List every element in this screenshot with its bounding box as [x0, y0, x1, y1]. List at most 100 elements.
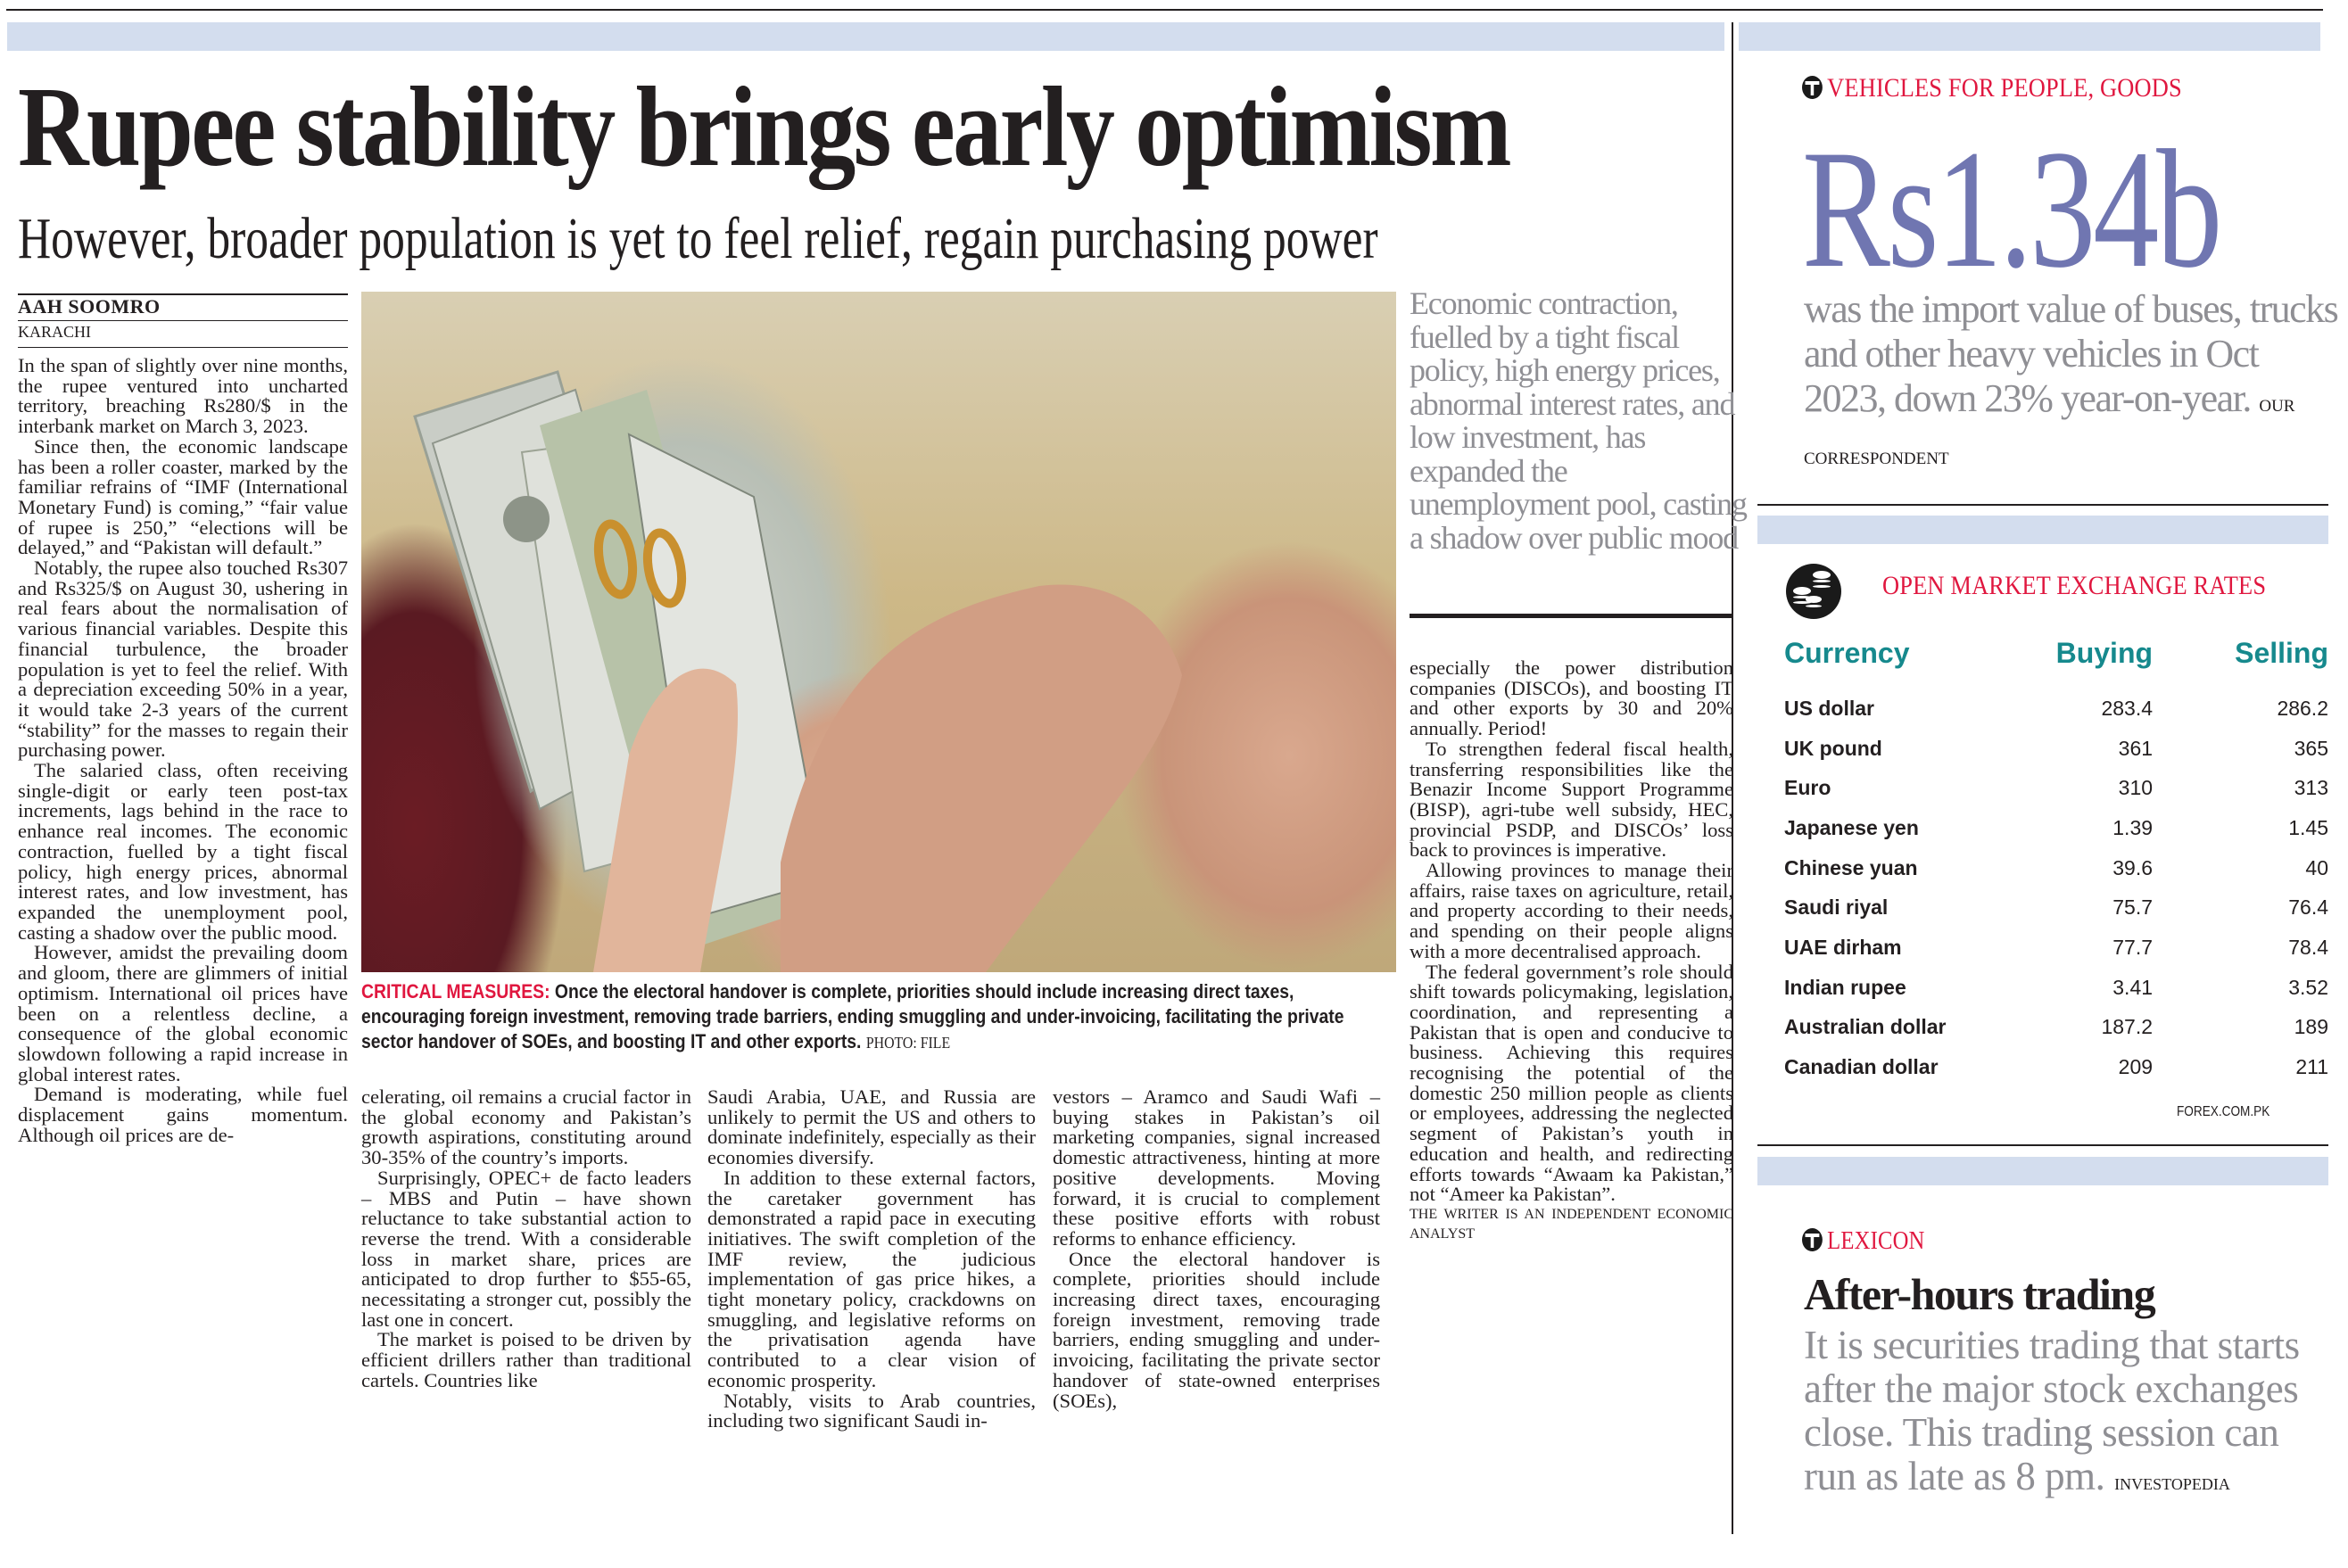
table-row: UK pound 361 365 — [1784, 729, 2328, 769]
paragraph: Demand is moderating, while fuel displac… — [18, 1083, 348, 1146]
currency-name: Australian dollar — [1784, 1015, 1947, 1039]
coins-icon — [1786, 564, 1841, 619]
currency-name: Canadian dollar — [1784, 1055, 1939, 1079]
caption-text: Once the electoral handover is complete,… — [361, 980, 1344, 1052]
buying-rate: 39.6 — [2112, 855, 2154, 879]
top-rule — [6, 9, 2323, 11]
buying-rate: 310 — [2118, 776, 2154, 800]
currency-name: US dollar — [1784, 696, 1874, 720]
tribune-logo-icon — [1802, 76, 1823, 99]
header-currency: Currency — [1784, 636, 1910, 669]
paragraph: The federal government’s role should shi… — [1410, 960, 1733, 1206]
table-row: Indian rupee 3.41 3.52 — [1784, 968, 2328, 1008]
buying-rate: 361 — [2118, 736, 2154, 760]
header-selling: Selling — [2235, 636, 2328, 669]
selling-rate: 365 — [2294, 736, 2328, 760]
tribune-logo-icon — [1802, 1228, 1823, 1251]
buying-rate: 3.41 — [2112, 975, 2154, 999]
currency-name: UAE dirham — [1784, 935, 1902, 959]
selling-rate: 78.4 — [2288, 935, 2328, 959]
table-row: Japanese yen 1.39 1.45 — [1784, 808, 2328, 848]
selling-rate: 3.52 — [2288, 975, 2328, 999]
pull-quote-rule — [1410, 614, 1733, 618]
article-column-3: Saudi Arabia, UAE, and Russia are unlike… — [707, 1085, 1036, 1432]
paragraph: Surprisingly, OPEC+ de facto leaders – M… — [361, 1166, 691, 1331]
stat-kicker: VEHICLES FOR PEOPLE, GOODS — [1802, 73, 2182, 103]
buying-rate: 75.7 — [2112, 895, 2154, 920]
byline-rule-bottom — [18, 347, 348, 348]
selling-rate: 313 — [2294, 776, 2328, 800]
buying-rate: 1.39 — [2112, 815, 2154, 839]
buying-rate: 283.4 — [2101, 696, 2154, 720]
header-band-sidebar — [1739, 22, 2320, 51]
exchange-source: FOREX.COM.PK — [2177, 1104, 2270, 1119]
table-header-row: Currency Buying Selling — [1784, 635, 2328, 689]
paragraph: The market is poised to be driven by eff… — [361, 1328, 691, 1391]
buying-rate: 187.2 — [2101, 1015, 2154, 1039]
lexicon-kicker-label: LEXICON — [1827, 1227, 1925, 1255]
lexicon-term: After-hours trading — [1804, 1269, 2156, 1319]
currency-name: Saudi riyal — [1784, 895, 1889, 920]
sidebar-band-2 — [1757, 1157, 2328, 1185]
table-row: UAE dirham 77.7 78.4 — [1784, 928, 2328, 968]
header-band-main — [7, 22, 1724, 51]
paragraph: Saudi Arabia, UAE, and Russia are unlike… — [707, 1085, 1036, 1169]
headline: Rupee stability brings early optimism — [18, 63, 1512, 190]
selling-rate: 1.45 — [2288, 815, 2328, 839]
stat-description: was the import value of buses, trucks an… — [1804, 287, 2339, 482]
selling-rate: 40 — [2305, 855, 2328, 879]
selling-rate: 76.4 — [2288, 895, 2328, 920]
sidebar-rule-2 — [1757, 1144, 2328, 1146]
table-row: Saudi riyal 75.7 76.4 — [1784, 887, 2328, 928]
paragraph: especially the power distribution compan… — [1410, 656, 1733, 740]
dateline: KARACHI — [18, 323, 92, 341]
paragraph: Once the electoral handover is complete,… — [1053, 1247, 1380, 1412]
article-photo — [361, 292, 1396, 972]
table-row: Euro 310 313 — [1784, 768, 2328, 808]
byline-rule-mid — [18, 320, 348, 321]
sidebar-band-1 — [1757, 516, 2328, 544]
paragraph: Notably, visits to Arab countries, inclu… — [707, 1389, 1036, 1432]
exchange-title: OPEN MARKET EXCHANGE RATES — [1882, 571, 2267, 600]
table-row: US dollar 283.4 286.2 — [1784, 689, 2328, 729]
table-row: Chinese yuan 39.6 40 — [1784, 848, 2328, 888]
byline-rule-top — [18, 293, 348, 295]
pull-quote: Economic contraction, fuelled by a tight… — [1410, 285, 1748, 556]
currency-name: Indian rupee — [1784, 975, 1906, 999]
stat-text: was the import value of buses, trucks an… — [1804, 287, 2339, 420]
paragraph: In addition to these external factors, t… — [707, 1166, 1036, 1391]
photo-credit: PHOTO: FILE — [865, 1034, 951, 1052]
article-column-4: vestors – Aramco and Saudi Wafi – buying… — [1053, 1085, 1380, 1412]
lexicon-definition-text: It is securities trading that starts aft… — [1804, 1323, 2300, 1498]
byline: AAH SOOMRO — [18, 295, 161, 318]
column-divider — [1732, 22, 1733, 1534]
sidebar-rule-1 — [1757, 504, 2328, 506]
paragraph: Notably, the rupee also touched Rs307 an… — [18, 557, 348, 762]
stat-value: Rs1.34b — [1802, 116, 2222, 303]
currency-name: Japanese yen — [1784, 815, 1919, 839]
selling-rate: 211 — [2295, 1055, 2328, 1079]
currency-name: UK pound — [1784, 736, 1882, 760]
article-column-2: celerating, oil remains a crucial factor… — [361, 1085, 691, 1391]
paragraph: celerating, oil remains a crucial factor… — [361, 1085, 691, 1169]
stat-kicker-label: VEHICLES FOR PEOPLE, GOODS — [1827, 73, 2182, 103]
subhead: However, broader population is yet to fe… — [18, 206, 1378, 271]
paragraph: The salaried class, often receiving sing… — [18, 759, 348, 944]
banknotes-illustration — [413, 370, 1182, 972]
table-row: Australian dollar 187.2 189 — [1784, 1008, 2328, 1048]
writer-note: THE WRITER IS AN INDEPENDENT ECONOMIC AN… — [1410, 1206, 1733, 1242]
buying-rate: 77.7 — [2112, 935, 2154, 959]
paragraph: Since then, the economic landscape has b… — [18, 434, 348, 559]
currency-name: Chinese yuan — [1784, 855, 1918, 879]
header-buying: Buying — [2055, 636, 2154, 669]
paragraph: However, amidst the prevailing doom and … — [18, 941, 348, 1085]
lexicon-source: INVESTOPEDIA — [2114, 1475, 2230, 1493]
currency-name: Euro — [1784, 776, 1831, 800]
paragraph: vestors – Aramco and Saudi Wafi – buying… — [1053, 1085, 1380, 1250]
paragraph: In the span of slightly over nine months… — [18, 354, 348, 438]
exchange-rates-table: Currency Buying Selling US dollar 283.4 28… — [1784, 635, 2328, 1087]
paragraph: Allowing provinces to manage their affai… — [1410, 859, 1733, 962]
paragraph: To strengthen federal fiscal health, tra… — [1410, 737, 1733, 862]
lexicon-kicker: LEXICON — [1802, 1227, 1925, 1256]
article-column-5: especially the power distribution compan… — [1410, 656, 1733, 1244]
